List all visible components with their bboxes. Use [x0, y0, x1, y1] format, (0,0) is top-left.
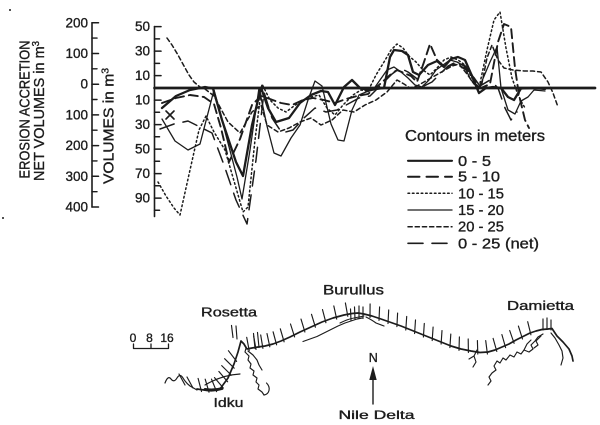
svg-text:EROSION ACCRETION: EROSION ACCRETION [17, 41, 34, 179]
svg-text:100: 100 [65, 107, 88, 122]
svg-text:0: 0 [130, 331, 137, 345]
svg-text:Damietta: Damietta [507, 298, 575, 313]
svg-text:16: 16 [160, 331, 174, 345]
svg-text:0 - 25 (net): 0 - 25 (net) [458, 236, 539, 252]
svg-text:10: 10 [135, 93, 150, 108]
svg-text:20 - 25: 20 - 25 [458, 220, 504, 236]
svg-text:30: 30 [135, 117, 150, 132]
svg-text:Contours in meters: Contours in meters [405, 128, 545, 145]
svg-text:Nile Delta: Nile Delta [339, 408, 415, 422]
svg-text:10: 10 [135, 68, 150, 83]
svg-text:0: 0 [80, 77, 88, 92]
svg-text:5 - 10: 5 - 10 [458, 170, 500, 186]
svg-text:300: 300 [65, 169, 88, 184]
svg-text:100: 100 [65, 46, 88, 61]
svg-text:90: 90 [135, 191, 150, 206]
svg-text:30: 30 [135, 44, 150, 59]
svg-text:15 - 20: 15 - 20 [458, 203, 504, 219]
svg-text:10 - 15: 10 - 15 [458, 186, 504, 202]
svg-text:Burullus: Burullus [323, 283, 384, 298]
svg-text:50: 50 [135, 142, 150, 157]
svg-text:400: 400 [65, 200, 88, 215]
svg-text:VOLUMES in m3: VOLUMES in m3 [101, 68, 118, 184]
svg-text:70: 70 [135, 166, 150, 181]
svg-text:Rosetta: Rosetta [201, 304, 258, 319]
svg-text:Idku: Idku [214, 395, 244, 410]
svg-text:N: N [369, 351, 378, 365]
svg-text:200: 200 [65, 15, 88, 30]
svg-text:200: 200 [65, 138, 88, 153]
svg-text:0 - 5: 0 - 5 [458, 154, 491, 170]
svg-text:50: 50 [135, 19, 150, 34]
svg-text:NET VOLUMES in m3: NET VOLUMES in m3 [31, 41, 48, 181]
svg-text:8: 8 [146, 331, 153, 345]
